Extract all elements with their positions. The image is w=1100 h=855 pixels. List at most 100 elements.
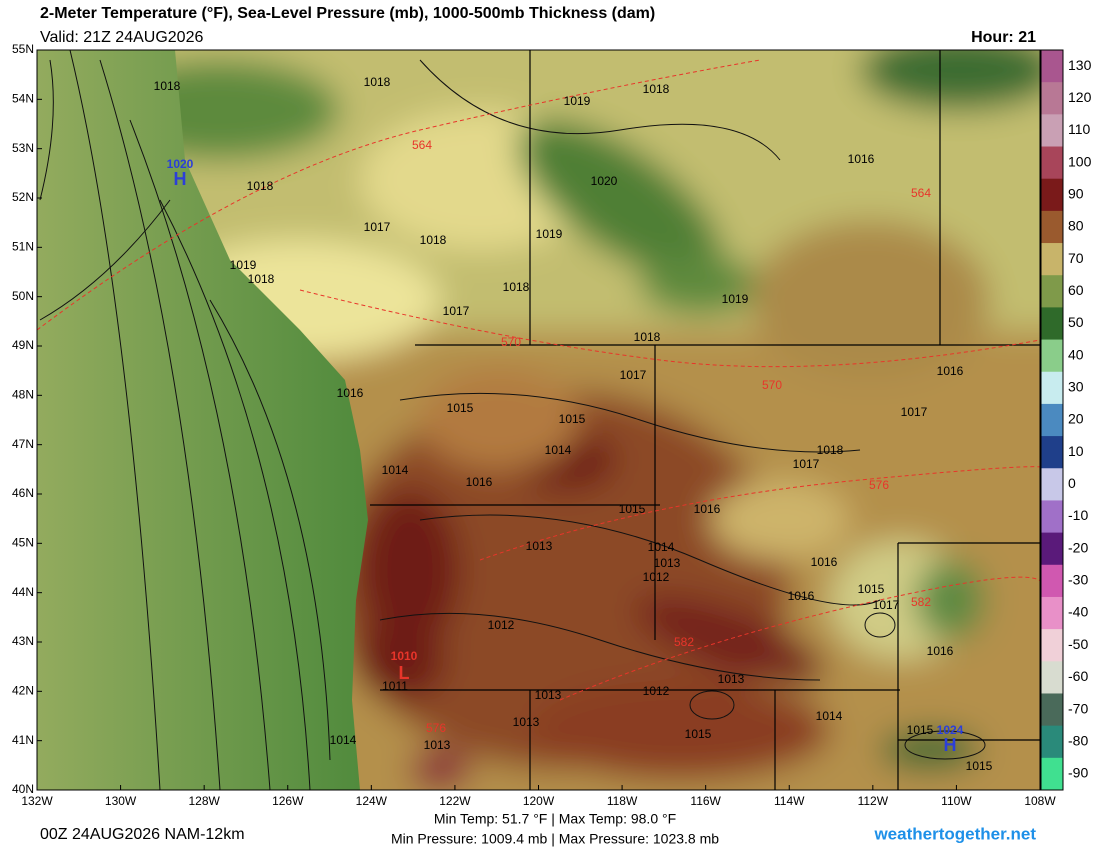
colorbar-segment — [1041, 757, 1063, 791]
isobar-label: 1019 — [536, 227, 563, 241]
colorbar-label: 50 — [1068, 314, 1084, 330]
lat-label: 40N — [12, 782, 34, 796]
colorbar-segment — [1041, 339, 1063, 373]
isobar-label: 1015 — [447, 401, 474, 415]
valid-time: Valid: 21Z 24AUG2026 — [40, 29, 203, 46]
isobar-label: 1015 — [559, 412, 586, 426]
colorbar-segment — [1041, 82, 1063, 115]
isobar-label: 1016 — [466, 475, 493, 489]
colorbar-segment — [1041, 468, 1063, 501]
isobar-label: 1016 — [788, 589, 815, 603]
lat-label: 51N — [12, 240, 34, 254]
colorbar-segment — [1041, 436, 1063, 469]
thickness-label: 576 — [869, 478, 889, 492]
colorbar-segment — [1041, 114, 1063, 148]
isobar-label: 1017 — [793, 457, 820, 471]
isobar-label: 1012 — [643, 570, 670, 584]
isobar-label: 1018 — [634, 330, 661, 344]
isobar-label: 1015 — [907, 723, 934, 737]
lon-label: 110W — [941, 794, 972, 808]
colorbar-label: 100 — [1068, 153, 1092, 169]
isobar-label: 1017 — [901, 405, 928, 419]
lon-label: 114W — [774, 794, 805, 808]
isobar-label: 1018 — [817, 443, 844, 457]
lon-label: 118W — [607, 794, 638, 808]
isobar-label: 1011 — [382, 679, 408, 693]
colorbar-segment — [1041, 661, 1063, 694]
isobar-label: 1018 — [364, 75, 391, 89]
colorbar-label: 70 — [1068, 250, 1084, 266]
lat-label: 44N — [12, 585, 34, 599]
lon-label: 116W — [690, 794, 721, 808]
title: 2-Meter Temperature (°F), Sea-Level Pres… — [40, 5, 655, 22]
colorbar-label: -90 — [1068, 765, 1088, 781]
high-value: 1020 — [167, 157, 194, 171]
isobar-label: 1017 — [620, 368, 647, 382]
isobar-label: 1014 — [648, 540, 675, 554]
colorbar-segment — [1041, 693, 1063, 727]
colorbar-segment — [1041, 596, 1063, 630]
isobar-label: 1016 — [694, 502, 721, 516]
colorbar-segment — [1041, 178, 1063, 212]
lat-label: 43N — [12, 634, 34, 648]
lat-label: 41N — [12, 733, 34, 747]
isobar-label: 1018 — [154, 79, 181, 93]
colorbar-label: -70 — [1068, 700, 1088, 716]
isobar-label: 1014 — [545, 443, 572, 457]
isobar-label: 1020 — [591, 174, 618, 188]
isobar-label: 1018 — [643, 82, 670, 96]
lat-label: 50N — [12, 289, 34, 303]
isobar-label: 1016 — [927, 644, 954, 658]
isobar-label: 1015 — [685, 727, 712, 741]
model-run: 00Z 24AUG2026 NAM-12km — [40, 826, 245, 843]
colorbar-segment — [1041, 146, 1063, 180]
isobar-label: 1015 — [619, 502, 646, 516]
lat-label: 48N — [12, 388, 34, 402]
lat-label: 49N — [12, 338, 34, 352]
colorbar-label: -30 — [1068, 572, 1088, 588]
colorbar-segment — [1041, 500, 1063, 534]
colorbar-label: 0 — [1068, 475, 1076, 491]
thickness-label: 582 — [911, 595, 931, 609]
temp-range: Min Temp: 51.7 °F | Max Temp: 98.0 °F — [434, 811, 676, 827]
colorbar-label: -60 — [1068, 668, 1088, 684]
isobar-label: 1016 — [811, 555, 838, 569]
colorbar-label: 10 — [1068, 443, 1084, 459]
forecast-hour: Hour: 21 — [971, 29, 1036, 46]
isobar-label: 1014 — [330, 733, 357, 747]
isobar-label: 1013 — [526, 539, 553, 553]
lon-label: 132W — [21, 794, 53, 808]
lat-label: 55N — [12, 42, 34, 56]
colorbar-label: 40 — [1068, 346, 1084, 362]
colorbar-label: 20 — [1068, 411, 1084, 427]
high-value: 1024 — [937, 723, 964, 737]
colorbar-segment — [1041, 629, 1063, 662]
isobar-label: 1019 — [230, 258, 257, 272]
lon-label: 122W — [439, 794, 471, 808]
colorbar-label: 90 — [1068, 185, 1084, 201]
low-value: 1010 — [391, 649, 418, 663]
isobar-label: 1013 — [424, 738, 451, 752]
isobar-label: 1015 — [858, 582, 885, 596]
pressure-range: Min Pressure: 1009.4 mb | Max Pressure: … — [391, 831, 719, 847]
isobar-label: 1018 — [248, 272, 275, 286]
lon-label: 130W — [105, 794, 137, 808]
isobar-label: 1016 — [337, 386, 364, 400]
isobar-label: 1013 — [654, 556, 681, 570]
lat-label: 45N — [12, 536, 34, 550]
isobar-label: 1018 — [503, 280, 530, 294]
isobar-label: 1018 — [247, 179, 274, 193]
colorbar-label: -10 — [1068, 507, 1088, 523]
isobar-label: 1019 — [564, 94, 591, 108]
colorbar-label: 130 — [1068, 57, 1092, 73]
high-marker: H — [944, 735, 957, 755]
lon-label: 126W — [272, 794, 304, 808]
colorbar-segment — [1041, 50, 1063, 83]
lat-label: 53N — [12, 141, 34, 155]
thickness-label: 564 — [911, 186, 931, 200]
colorbar-segment — [1041, 275, 1063, 308]
colorbar-segment — [1041, 403, 1063, 437]
colorbar-segment — [1041, 371, 1063, 405]
low-marker: L — [399, 663, 410, 683]
